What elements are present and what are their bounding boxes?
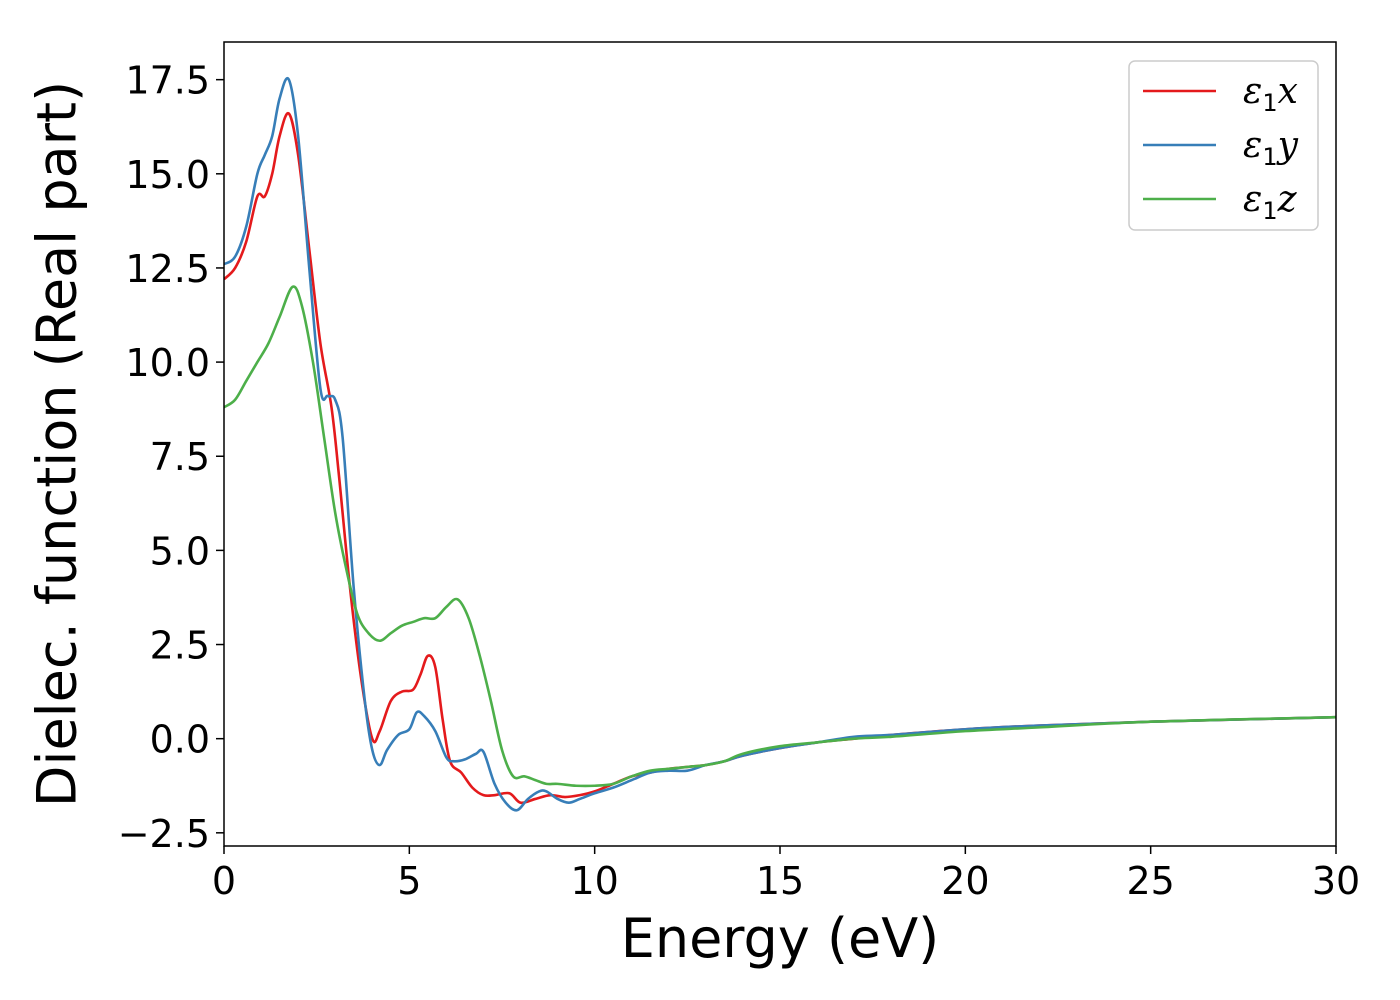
y-tick-label: 17.5 [125, 59, 210, 103]
ticks-layer: 0 5 10 15 20 25 30 −2.5 0.0 2.5 5.0 7.5 10.0 12.5 15.0… [118, 59, 1360, 903]
legend-subscript: 1 [1262, 197, 1277, 225]
x-tick-label: 0 [212, 859, 236, 903]
legend-box [1128, 60, 1319, 231]
x-tick-label: 30 [1312, 859, 1360, 903]
x-tick-label: 10 [570, 859, 618, 903]
legend-component: z [1277, 179, 1298, 220]
legend-epsilon: ε [1243, 125, 1262, 166]
y-tick-label: −2.5 [118, 812, 210, 856]
x-tick-label: 5 [397, 859, 421, 903]
y-axis-title: Dielec. function (Real part) [26, 81, 89, 807]
legend-epsilon: ε [1243, 179, 1262, 220]
legend-label-y: ε1y [1243, 125, 1299, 171]
legend-epsilon: ε [1243, 71, 1262, 112]
x-tick-label: 15 [756, 859, 804, 903]
series-layer [224, 76, 1336, 812]
y-tick-label: 15.0 [125, 153, 210, 197]
legend-label-z: ε1z [1243, 179, 1298, 225]
y-tick-label: 2.5 [150, 624, 210, 668]
y-tick-label: 5.0 [150, 529, 210, 573]
legend-subscript: 1 [1262, 143, 1277, 171]
x-tick-label: 20 [941, 859, 989, 903]
y-tick-label: 0.0 [150, 718, 210, 762]
y-tick-label: 12.5 [125, 247, 210, 291]
series-line-z [224, 285, 1336, 788]
y-tick-label: 10.0 [125, 341, 210, 385]
legend-component: y [1276, 125, 1299, 166]
legend-label-x: ε1x [1243, 71, 1298, 117]
x-tick-label: 25 [1126, 859, 1174, 903]
legend-component: x [1278, 71, 1298, 112]
y-tick-label: 7.5 [150, 435, 210, 479]
x-axis-title: Energy (eV) [621, 907, 940, 970]
legend-subscript: 1 [1262, 89, 1277, 117]
